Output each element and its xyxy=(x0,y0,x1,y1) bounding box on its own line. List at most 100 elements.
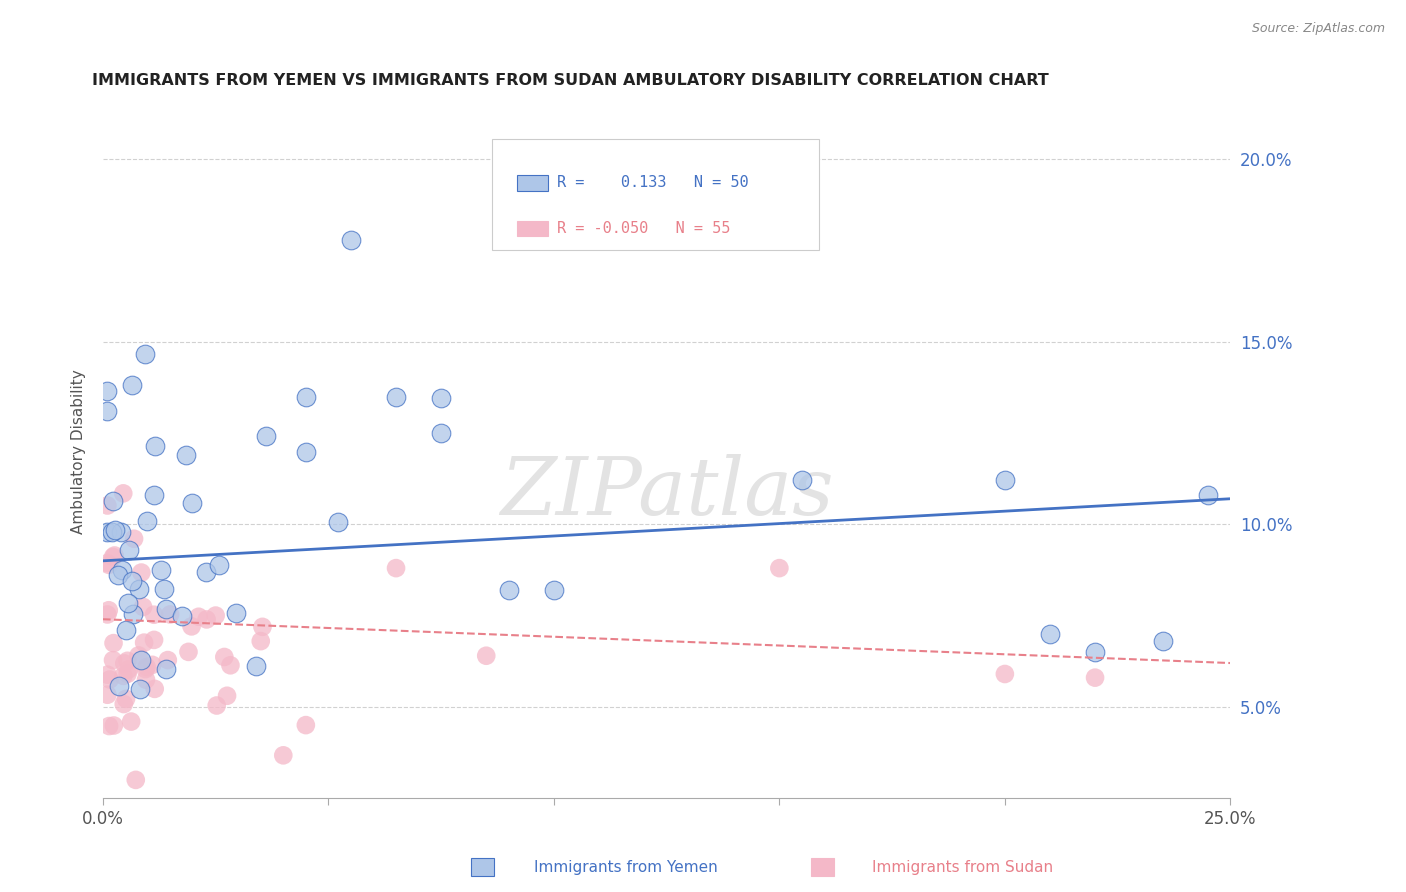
Text: Immigrants from Yemen: Immigrants from Yemen xyxy=(534,860,718,874)
Point xyxy=(225,606,247,620)
Point xyxy=(328,516,350,530)
Point xyxy=(195,612,218,626)
Point xyxy=(112,657,135,671)
Point xyxy=(103,718,125,732)
Point xyxy=(112,486,135,500)
Point xyxy=(112,669,135,683)
Point xyxy=(97,558,120,572)
Point xyxy=(110,525,132,540)
Bar xyxy=(516,221,548,236)
Point xyxy=(142,488,165,502)
Point xyxy=(96,667,118,681)
Point xyxy=(122,532,145,546)
Point xyxy=(135,660,157,674)
Point xyxy=(101,549,124,564)
Point xyxy=(430,391,453,405)
Point xyxy=(180,619,202,633)
FancyBboxPatch shape xyxy=(492,139,818,250)
Point xyxy=(153,582,176,597)
Point xyxy=(136,514,159,528)
Point xyxy=(120,714,142,729)
Point xyxy=(1152,634,1174,648)
Point xyxy=(104,549,127,563)
Point xyxy=(96,524,118,539)
Point xyxy=(790,474,813,488)
Point xyxy=(117,654,139,668)
Point xyxy=(96,556,118,570)
Point xyxy=(204,608,226,623)
Point xyxy=(1084,671,1107,685)
Point xyxy=(177,645,200,659)
Point xyxy=(121,574,143,588)
Point xyxy=(214,650,236,665)
Point xyxy=(498,582,520,597)
Point xyxy=(245,659,267,673)
Point xyxy=(254,429,277,443)
Point xyxy=(115,691,138,706)
Point xyxy=(205,698,228,713)
Text: Immigrants from Sudan: Immigrants from Sudan xyxy=(872,860,1053,874)
Point xyxy=(271,748,294,763)
Point xyxy=(1039,627,1062,641)
Text: Source: ZipAtlas.com: Source: ZipAtlas.com xyxy=(1251,22,1385,36)
Point xyxy=(141,657,163,672)
Point xyxy=(994,667,1017,681)
Point xyxy=(96,404,118,418)
Point xyxy=(385,390,408,404)
Point xyxy=(295,718,318,732)
Point xyxy=(101,653,124,667)
Point xyxy=(294,445,316,459)
Point xyxy=(111,563,134,577)
Text: ZIPatlas: ZIPatlas xyxy=(501,454,834,532)
Point xyxy=(96,384,118,398)
Point xyxy=(117,597,139,611)
Point xyxy=(96,607,118,622)
Text: IMMIGRANTS FROM YEMEN VS IMMIGRANTS FROM SUDAN AMBULATORY DISABILITY CORRELATION: IMMIGRANTS FROM YEMEN VS IMMIGRANTS FROM… xyxy=(91,73,1049,88)
Point xyxy=(252,620,274,634)
Text: R = -0.050   N = 55: R = -0.050 N = 55 xyxy=(557,221,731,236)
Point xyxy=(134,635,156,649)
Point xyxy=(1084,645,1107,659)
Point xyxy=(155,662,177,676)
Point xyxy=(340,233,363,247)
Point xyxy=(430,425,453,440)
Point xyxy=(143,632,166,647)
Point xyxy=(128,648,150,663)
Point xyxy=(132,599,155,614)
Point xyxy=(101,524,124,539)
Point xyxy=(219,658,242,673)
Point xyxy=(215,689,238,703)
Point xyxy=(117,666,139,681)
Point xyxy=(385,561,408,575)
Point xyxy=(156,653,179,667)
Point xyxy=(98,673,121,687)
Point xyxy=(149,563,172,577)
Point xyxy=(129,653,152,667)
Point xyxy=(98,719,121,733)
Point xyxy=(249,634,271,648)
Point xyxy=(97,603,120,617)
Point xyxy=(135,662,157,676)
Point xyxy=(143,607,166,622)
Point xyxy=(128,582,150,597)
Point xyxy=(475,648,498,663)
Point xyxy=(104,523,127,537)
Point xyxy=(143,440,166,454)
Point xyxy=(543,582,565,597)
Point xyxy=(128,681,150,696)
Text: R =    0.133   N = 50: R = 0.133 N = 50 xyxy=(557,176,749,191)
Point xyxy=(159,607,181,622)
Point xyxy=(768,561,790,575)
Point xyxy=(176,448,198,462)
Point xyxy=(125,772,148,787)
Point xyxy=(112,697,135,711)
Point xyxy=(101,494,124,508)
Point xyxy=(103,636,125,650)
Bar xyxy=(516,176,548,191)
Point xyxy=(96,688,118,702)
Point xyxy=(155,602,177,616)
Point xyxy=(121,378,143,392)
Point xyxy=(295,390,318,404)
Point xyxy=(131,566,153,580)
Point xyxy=(115,623,138,637)
